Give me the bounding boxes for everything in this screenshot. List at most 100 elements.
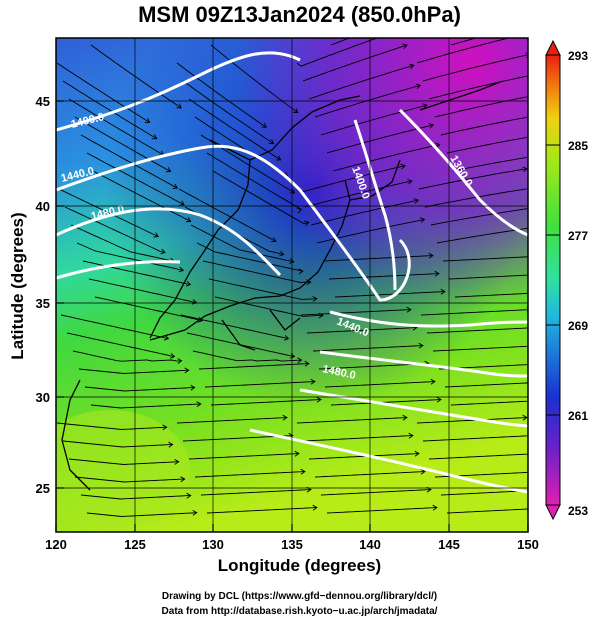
streamline (334, 291, 445, 298)
streamline (56, 62, 150, 123)
streamline-arrow (419, 217, 426, 223)
streamline-arrow (144, 117, 151, 123)
streamline-arrow (275, 155, 282, 161)
colorbar-tick-label: 285 (568, 139, 588, 153)
streamline (304, 180, 412, 208)
streamline (320, 104, 428, 136)
streamline (450, 400, 528, 406)
streamline (296, 38, 379, 67)
streamline (324, 381, 435, 388)
streamline (78, 368, 189, 374)
streamline (426, 327, 528, 334)
streamline-arrow (440, 288, 446, 295)
x-axis-label: Longitude (degrees) (217, 556, 382, 575)
x-tick-label: 125 (124, 537, 146, 552)
streamline (330, 399, 441, 406)
streamline (198, 363, 309, 370)
x-tick-label: 130 (202, 537, 224, 552)
streamline-arrow (418, 342, 424, 349)
streamline-arrow (532, 73, 536, 78)
streamline (86, 152, 185, 206)
streamline-arrow (522, 166, 528, 173)
streamline (210, 399, 321, 406)
streamline-arrow (535, 451, 539, 456)
streamline-arrow (533, 325, 537, 330)
streamline-arrow (289, 258, 295, 264)
streamline (202, 260, 311, 283)
streamline (448, 274, 528, 280)
colorbar-tick-label: 261 (568, 409, 588, 423)
streamline (72, 350, 182, 362)
streamline-arrow (402, 43, 408, 49)
streamline-arrow (522, 414, 528, 421)
streamline-arrow (312, 504, 318, 511)
streamline-arrow (168, 441, 174, 448)
streamline-arrow (180, 476, 186, 483)
streamline-arrow (178, 266, 185, 273)
streamline (452, 156, 528, 172)
streamline (326, 507, 437, 514)
streamline-arrow (186, 492, 192, 499)
streamline (68, 98, 164, 156)
streamline-arrow (539, 343, 543, 348)
streamline (322, 255, 433, 262)
streamline-arrow (261, 122, 267, 128)
streamline (188, 98, 281, 161)
streamline (326, 124, 434, 154)
streamline (208, 278, 317, 300)
streamline-arrow (535, 205, 539, 210)
streamline (450, 38, 478, 46)
credit-line-2: Data from http://database.rish.kyoto−u.a… (161, 606, 438, 617)
streamline-arrow (553, 16, 558, 21)
streamline (62, 80, 157, 140)
streamline-arrow (316, 396, 322, 403)
streamline-arrow (162, 424, 168, 431)
streamline-arrow (179, 200, 185, 206)
colorbar-ramp (545, 54, 561, 506)
streamline-arrow (407, 178, 413, 185)
streamline-arrow (561, 289, 565, 294)
y-tick-label: 35 (36, 296, 50, 311)
streamline (302, 435, 413, 442)
streamline (66, 332, 175, 358)
streamline (300, 309, 411, 316)
y-tick-label: 25 (36, 481, 50, 496)
streamline-arrow (408, 432, 414, 439)
colorbar-tick-label: 269 (568, 319, 588, 333)
streamline (204, 381, 315, 388)
streamline-arrow (430, 378, 436, 385)
x-tick-label: 135 (281, 537, 303, 552)
streamline-arrow (435, 142, 441, 149)
streamline-arrow (190, 384, 196, 391)
streamline (92, 170, 191, 222)
x-ticks (55, 524, 529, 532)
streamline (214, 296, 323, 317)
streamline (58, 188, 159, 238)
streamline (74, 116, 171, 172)
streamline (76, 242, 184, 271)
streamline (192, 350, 302, 362)
streamline-arrow (304, 360, 310, 367)
streamline-arrow (196, 401, 202, 408)
streamline-arrow (169, 352, 176, 359)
streamline (70, 224, 175, 262)
x-tick-label: 140 (359, 537, 381, 552)
streamline (196, 242, 303, 272)
y-axis-label: Latitude (degrees) (8, 212, 27, 360)
streamline (440, 116, 528, 136)
streamline (444, 382, 528, 388)
streamline-arrow (406, 306, 412, 313)
streamline (320, 489, 431, 496)
streamline-arrow (282, 414, 288, 421)
streamline (90, 403, 201, 409)
credit-line-1: Drawing by DCL (https://www.gfd−dennou.o… (161, 591, 438, 602)
streamline-arrow (297, 357, 303, 364)
streamline (308, 64, 414, 100)
streamline-arrow (165, 167, 172, 173)
streamline (64, 206, 166, 253)
colorbar-tick-label: 277 (568, 229, 588, 243)
streamline-arrow (172, 183, 179, 189)
streamline-arrow (298, 268, 304, 275)
streamline-arrow (153, 232, 159, 238)
grid-lines (56, 38, 528, 532)
